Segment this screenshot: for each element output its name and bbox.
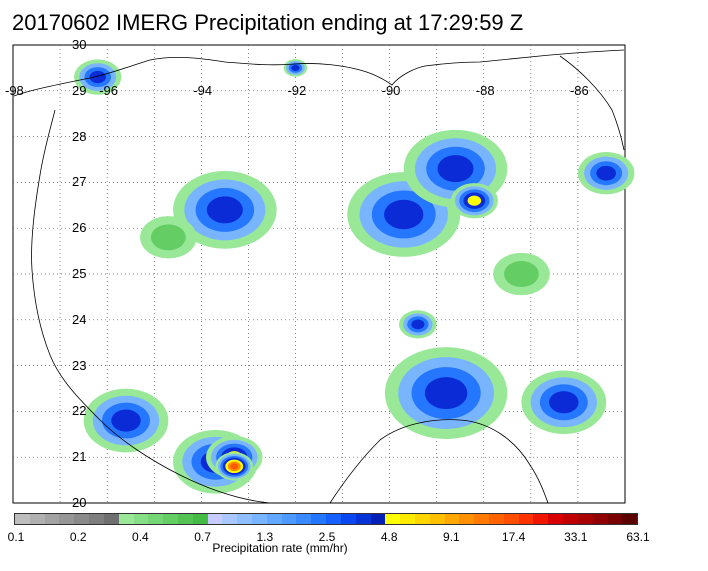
colorbar-tick-label: 9.1	[443, 530, 460, 544]
colorbar-swatch	[414, 514, 430, 524]
colorbar-swatch	[563, 514, 578, 524]
colorbar-tick-label: 33.1	[564, 530, 588, 544]
precip-cell	[467, 195, 482, 206]
latitude-label: 23	[72, 357, 87, 373]
precip-cell	[111, 409, 141, 432]
colorbar-tick-label: 0.1	[7, 530, 25, 544]
precip-cell	[89, 70, 106, 84]
colorbar-swatch	[607, 514, 623, 524]
longitude-label: -96	[99, 82, 118, 98]
longitude-label: -94	[193, 82, 213, 98]
latitude-label: 21	[72, 449, 87, 465]
colorbar	[14, 513, 638, 525]
colorbar-swatch	[296, 514, 312, 524]
latitude-label: 22	[72, 403, 87, 419]
colorbar-swatch	[518, 514, 534, 524]
precip-cell	[596, 165, 616, 181]
colorbar-swatch	[503, 514, 519, 524]
colorbar-swatch	[222, 514, 238, 524]
lat-lon-grid	[13, 45, 625, 503]
colorbar-swatch	[237, 514, 252, 524]
yucatan-coastline	[329, 419, 549, 504]
colorbar-swatch	[266, 514, 282, 524]
colorbar-swatch	[89, 514, 104, 524]
colorbar-swatch	[133, 514, 149, 524]
colorbar-swatch	[192, 514, 208, 524]
gulf-coastline	[13, 49, 625, 97]
colorbar-swatch	[326, 514, 341, 524]
colorbar-swatch	[29, 514, 45, 524]
longitude-label: -90	[381, 82, 401, 98]
colorbar-swatch	[592, 514, 608, 524]
colorbar-swatch	[44, 514, 60, 524]
colorbar-swatch	[444, 514, 460, 524]
colorbar-ticks: 0.1 0.2 0.4 0.7 1.3 2.5 4.8 9.1 17.4 33.1 63.1	[0, 530, 708, 546]
longitude-label: -92	[287, 82, 307, 98]
latitude-label: 29	[72, 82, 87, 98]
colorbar-swatch	[15, 514, 30, 524]
colorbar-tick-label: 63.1	[626, 530, 650, 544]
colorbar-tick-label: 2.5	[318, 530, 336, 544]
precip-cell	[206, 196, 243, 224]
colorbar-tick-label: 0.7	[194, 530, 211, 544]
colorbar-swatch	[118, 514, 134, 524]
colorbar-swatch	[533, 514, 549, 524]
colorbar-swatch	[622, 514, 638, 524]
precip-cell	[291, 64, 300, 71]
latitude-label: 27	[72, 174, 87, 190]
mexico-coastline	[31, 109, 271, 504]
colorbar-swatch	[370, 514, 386, 524]
colorbar-swatch	[474, 514, 489, 524]
colorbar-tick-label: 0.4	[132, 530, 149, 544]
colorbar-swatch	[281, 514, 297, 524]
colorbar-swatch	[459, 514, 475, 524]
colorbar-tick-label: 4.8	[380, 530, 398, 544]
colorbar-label: Precipitation rate (mm/hr)	[212, 541, 348, 555]
latitude-label: 28	[72, 128, 87, 144]
colorbar-swatch	[252, 514, 267, 524]
precip-cell	[150, 224, 186, 251]
colorbar-swatch	[177, 514, 193, 524]
colorbar-swatch	[311, 514, 327, 524]
colorbar-swatch	[577, 514, 593, 524]
colorbar-swatch	[340, 514, 356, 524]
latitude-label: 30	[72, 37, 87, 52]
longitude-label: -88	[475, 82, 495, 98]
coastline	[13, 49, 625, 504]
colorbar-swatch	[103, 514, 119, 524]
colorbar-swatch	[207, 514, 223, 524]
latitude-label: 25	[72, 266, 87, 281]
precip-cell	[230, 463, 239, 470]
colorbar-swatch	[163, 514, 178, 524]
colorbar-tick-label: 1.3	[256, 530, 274, 544]
precip-cell	[384, 199, 424, 230]
precip-cell	[437, 155, 474, 183]
precip-cell	[504, 260, 539, 288]
latitude-label: 20	[72, 495, 87, 510]
latitude-label: 26	[72, 220, 87, 236]
colorbar-swatch	[429, 514, 445, 524]
colorbar-swatch	[385, 514, 401, 524]
precip-cell	[549, 391, 579, 414]
colorbar-tick-label: 17.4	[501, 530, 526, 544]
precip-cell	[424, 377, 468, 410]
longitude-label: -98	[5, 82, 24, 98]
latitude-label: 24	[72, 311, 87, 327]
colorbar-swatch	[548, 514, 564, 524]
colorbar-swatch	[355, 514, 371, 524]
precip-cell	[411, 319, 425, 330]
colorbar-swatch	[489, 514, 504, 524]
colorbar-tick-label: 0.2	[69, 530, 87, 544]
colorbar-swatch	[59, 514, 75, 524]
colorbar-swatch	[148, 514, 164, 524]
colorbar-swatch	[74, 514, 90, 524]
map-title: 20170602 IMERG Precipitation ending at 1…	[12, 10, 524, 35]
longitude-label: -86	[569, 82, 589, 98]
florida-coastline	[559, 55, 625, 151]
colorbar-swatch	[400, 514, 415, 524]
